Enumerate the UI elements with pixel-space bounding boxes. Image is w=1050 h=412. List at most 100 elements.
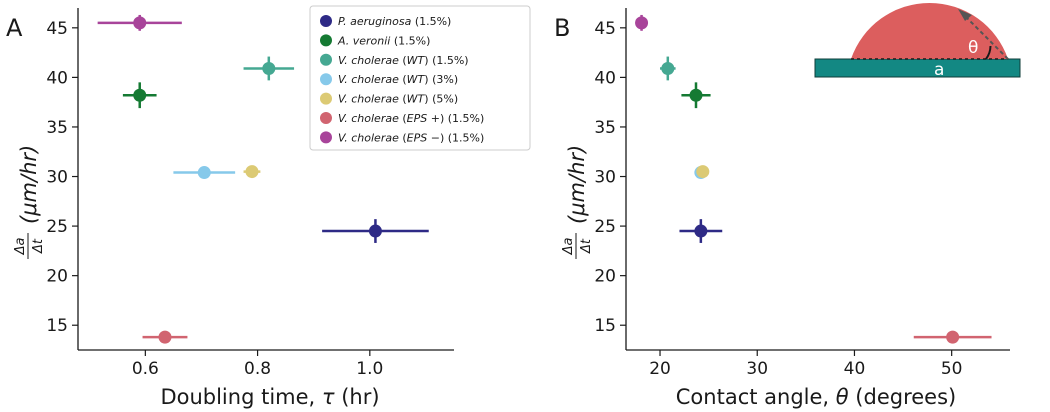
- legend-concentration: (5%): [429, 93, 459, 106]
- panel-b-y-axis-title: Δa Δt (μm/hr): [561, 145, 594, 259]
- panel-a-marker-vc_wt_5: [245, 165, 259, 179]
- legend-marker-vc_eps_minus: [320, 131, 332, 144]
- legend-marker-vc_wt_3: [320, 73, 332, 86]
- legend-item-vc_eps_plus: V. cholerae (EPS +) (1.5%): [320, 112, 484, 125]
- panel-b-marker-vc_eps_minus: [635, 16, 649, 30]
- panel-a-point-vc_eps_plus: [142, 330, 188, 344]
- panel-b-y-tick-label: 20: [594, 267, 616, 287]
- panel-a-ylabel-numerator: Δa: [13, 238, 28, 256]
- panel-a-point-vc_wt_3: [173, 166, 236, 180]
- legend-label-a_veronii: A. veronii (1.5%): [337, 34, 430, 47]
- panel-a-y-tick-label: 30: [46, 168, 68, 188]
- panel-b-x-tick-label: 50: [941, 359, 963, 379]
- panel-b-point-a_veronii: [681, 82, 711, 109]
- legend-strain: WT: [407, 93, 426, 106]
- legend-marker-vc_wt_5: [320, 92, 332, 105]
- legend-strain: EPS +: [407, 112, 440, 125]
- contact-angle-inset: θ a: [814, 2, 1021, 80]
- panel-b: B Δa Δt (μm/hr) Contact angle, θ (degree…: [554, 8, 1010, 409]
- inset-tangent-arrow: [964, 15, 1009, 60]
- panel-b-y-tick-label: 15: [594, 316, 616, 336]
- legend-concentration: (1.5%): [444, 112, 484, 125]
- panel-a-ylabel-unit: (μm/hr): [17, 145, 41, 224]
- legend-species: V. cholerae: [338, 112, 399, 125]
- legend-paren-close: ): [424, 54, 428, 67]
- panel-a-y-axis-title: Δa Δt (μm/hr): [13, 145, 46, 259]
- panel-b-xlabel-text: Contact angle,: [676, 385, 836, 409]
- legend-paren-open: (: [399, 131, 407, 144]
- panel-b-point-vc_eps_minus: [635, 14, 649, 31]
- panel-a-xlabel-unit: (hr): [335, 385, 380, 409]
- legend-frame: [309, 5, 531, 151]
- legend-species: P. aeruginosa: [338, 15, 412, 28]
- legend-species: V. cholerae: [338, 131, 399, 144]
- legend-marker-vc_eps_plus: [320, 112, 332, 124]
- legend-species: V. cholerae: [338, 93, 399, 106]
- legend-species: A. veronii: [337, 34, 390, 47]
- panel-a-marker-vc_eps_minus: [133, 16, 147, 30]
- legend-paren-open: (: [399, 73, 407, 86]
- panel-a-plot: 15 20 25 30 35 40 45 0.6 0.8 1.0: [46, 8, 454, 379]
- panel-b-marker-vc_eps_plus: [946, 330, 960, 344]
- legend-strain: WT: [407, 73, 426, 86]
- legend-label-vc_wt_5: V. cholerae (WT) (5%): [338, 93, 458, 106]
- inset-angle-arc: [985, 45, 992, 60]
- panel-a-point-vc_wt_1_5: [243, 56, 295, 81]
- panel-b-y-tick-label: 25: [594, 217, 616, 237]
- panel-a-ylabel-denominator: Δt: [31, 238, 46, 254]
- panel-a-letter: A: [6, 14, 23, 42]
- inset-substrate: [814, 58, 1021, 78]
- legend-strain: WT: [407, 54, 426, 67]
- panel-a-point-vc_wt_5: [243, 165, 261, 179]
- panel-a-marker-vc_wt_3: [197, 166, 211, 180]
- panel-a-x-tick-label: 0.6: [132, 359, 159, 379]
- legend-item-a_veronii: A. veronii (1.5%): [320, 34, 430, 47]
- legend-concentration: (1.5%): [444, 131, 484, 144]
- panel-b-marker-vc_wt_5: [696, 165, 710, 179]
- inset-theta-label: θ: [968, 38, 978, 58]
- panel-b-marker-p_aeruginosa: [694, 224, 708, 238]
- panel-b-ylabel-numerator: Δa: [561, 238, 576, 256]
- legend-marker-a_veronii: [320, 34, 332, 47]
- legend: P. aeruginosa (1.5%)A. veronii (1.5%)V. …: [309, 5, 531, 151]
- panel-b-y-tick-label: 30: [594, 168, 616, 188]
- legend-item-vc_eps_minus: V. cholerae (EPS −) (1.5%): [320, 131, 484, 144]
- panel-a-point-a_veronii: [122, 82, 157, 109]
- panel-b-y-tick-label: 35: [594, 118, 616, 138]
- panel-a-marker-p_aeruginosa: [368, 224, 382, 238]
- panel-a-x-tick-label: 1.0: [356, 359, 383, 379]
- panel-a-y-tick-label: 15: [46, 316, 68, 336]
- legend-concentration: (1.5%): [411, 15, 451, 28]
- panel-a-xlabel-symbol: τ: [322, 385, 335, 409]
- legend-marker-p_aeruginosa: [320, 15, 332, 27]
- panel-b-ylabel-unit: (μm/hr): [565, 145, 589, 224]
- legend-label-vc_eps_minus: V. cholerae (EPS −) (1.5%): [338, 131, 484, 144]
- legend-label-vc_wt_1_5: V. cholerae (WT) (1.5%): [338, 54, 469, 67]
- panel-b-x-axis-title: Contact angle, θ (degrees): [676, 385, 956, 409]
- legend-species: V. cholerae: [338, 54, 399, 67]
- panel-b-x-tick-label: 40: [844, 359, 866, 379]
- legend-item-vc_wt_3: V. cholerae (WT) (3%): [320, 73, 458, 86]
- legend-label-vc_eps_plus: V. cholerae (EPS +) (1.5%): [338, 112, 484, 125]
- legend-label-vc_wt_3: V. cholerae (WT) (3%): [338, 73, 458, 86]
- legend-strain: EPS −: [407, 131, 440, 144]
- legend-item-vc_wt_5: V. cholerae (WT) (5%): [320, 92, 458, 106]
- panel-b-letter: B: [554, 14, 570, 42]
- legend-concentration: (1.5%): [429, 54, 469, 67]
- legend-paren-open: (: [399, 93, 407, 106]
- legend-item-p_aeruginosa: P. aeruginosa (1.5%): [320, 15, 451, 28]
- panel-b-plot: 15 20 25 30 35 40 45 20 30 40 50: [594, 8, 1010, 379]
- panel-b-point-vc_wt_5: [696, 165, 710, 179]
- panel-b-xlabel-symbol: θ: [836, 385, 849, 409]
- panel-a-xlabel-text: Doubling time,: [160, 385, 321, 409]
- inset-a-label: a: [934, 60, 944, 80]
- panel-b-point-vc_wt_1_5: [660, 56, 676, 81]
- panel-b-x-tick-label: 20: [649, 359, 671, 379]
- panel-a-marker-a_veronii: [133, 88, 147, 102]
- panel-a-marker-vc_eps_plus: [158, 330, 172, 344]
- legend-paren-open: (: [399, 54, 407, 67]
- panel-a-y-tick-label: 35: [46, 118, 68, 138]
- inset-arrowhead: [958, 9, 972, 21]
- panel-a-marker-vc_wt_1_5: [262, 61, 276, 75]
